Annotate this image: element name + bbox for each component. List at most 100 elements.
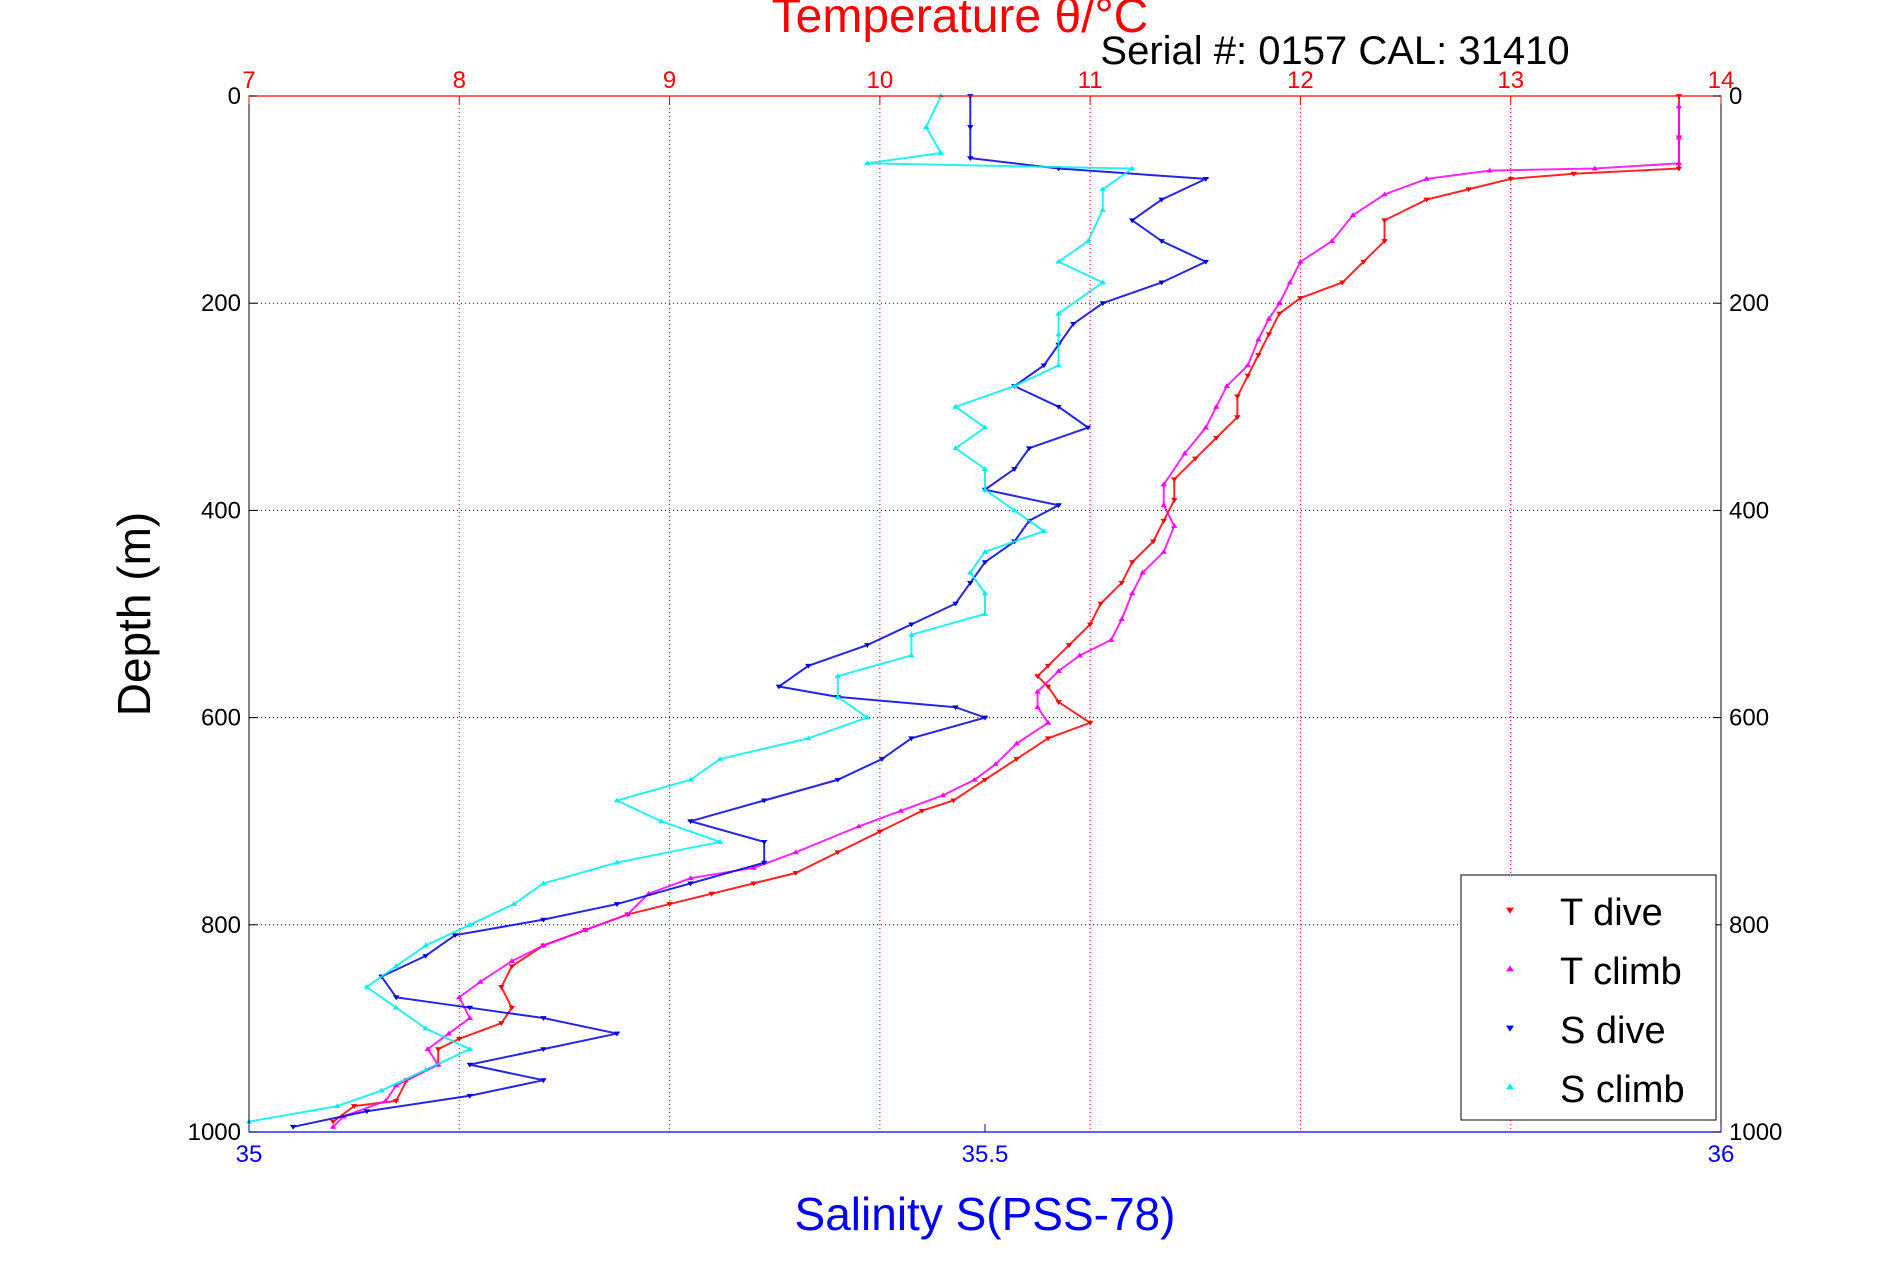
legend-marker-t-dive: [1506, 907, 1514, 914]
data-point: [1675, 160, 1683, 166]
data-point: [422, 942, 429, 948]
data-point: [393, 1099, 400, 1104]
data-point: [981, 715, 989, 721]
legend-label-s-dive: S dive: [1560, 1010, 1666, 1052]
series-s-climb: [245, 93, 1136, 1124]
data-point: [1465, 187, 1472, 193]
data-point: [1160, 518, 1167, 524]
data-point: [1040, 528, 1048, 534]
data-point: [834, 694, 841, 699]
y-axis-label: Depth (m): [108, 512, 160, 716]
data-point: [1107, 637, 1115, 642]
data-point: [1034, 674, 1041, 680]
data-point: [1202, 259, 1209, 265]
data-point: [1097, 601, 1104, 607]
y-tick-label-left: 600: [201, 705, 241, 732]
series-t-dive: [329, 94, 1683, 1125]
data-point: [393, 1082, 400, 1088]
x-top-tick-label: 11: [1078, 67, 1103, 94]
data-point: [1055, 668, 1062, 673]
data-point: [1202, 424, 1209, 430]
data-point: [792, 849, 799, 855]
x-bottom-tick-label: 36: [1708, 1141, 1735, 1168]
data-point: [908, 622, 915, 628]
data-point: [508, 964, 516, 970]
data-point: [1086, 720, 1094, 726]
data-point: [1171, 477, 1178, 483]
data-point: [1158, 280, 1165, 286]
data-point: [1084, 425, 1092, 431]
data-point: [1160, 481, 1167, 487]
data-point: [451, 933, 459, 939]
y-tick-label-right: 600: [1729, 705, 1769, 732]
data-point: [445, 1030, 452, 1036]
data-point: [540, 880, 547, 886]
data-point: [466, 1046, 473, 1052]
legend-label-t-climb: T climb: [1560, 951, 1682, 993]
data-point: [1276, 311, 1283, 317]
data-point: [624, 911, 631, 917]
data-point: [878, 757, 886, 762]
y-tick-label-right: 200: [1729, 290, 1769, 317]
data-point: [750, 881, 757, 887]
data-point: [1160, 548, 1167, 554]
x-top-tick-label: 13: [1497, 67, 1524, 94]
x-top-tick-label: 8: [453, 67, 466, 94]
data-point: [1328, 238, 1336, 243]
data-point: [1055, 331, 1062, 337]
data-point: [981, 590, 989, 596]
legend-marker-t-climb: [1506, 965, 1514, 972]
data-point: [876, 829, 884, 835]
data-point: [1044, 684, 1052, 690]
data-point: [761, 798, 768, 804]
data-point: [775, 684, 783, 690]
x-top-tick-label: 7: [242, 67, 255, 94]
data-point: [1171, 498, 1178, 503]
data-point: [666, 902, 673, 907]
data-point: [1158, 197, 1165, 203]
data-point: [393, 1004, 400, 1010]
data-point: [687, 875, 694, 881]
data-point: [687, 881, 694, 887]
data-point: [466, 1093, 473, 1099]
chart-title: Temperature θ/°C: [772, 0, 1149, 43]
data-point: [687, 819, 694, 825]
data-point: [981, 424, 989, 430]
data-point: [1234, 394, 1241, 400]
data-point: [1011, 507, 1018, 513]
legend-label-t-dive: T dive: [1560, 892, 1663, 934]
data-point: [456, 994, 463, 1000]
x-top-tick-label: 12: [1287, 67, 1314, 94]
data-point: [422, 1025, 429, 1031]
series-line-s-climb: [248, 95, 1136, 1123]
data-point: [1297, 258, 1304, 264]
data-point: [1118, 616, 1125, 622]
data-point: [761, 860, 768, 866]
data-point: [750, 864, 757, 870]
data-point: [834, 850, 841, 856]
data-point: [508, 1005, 516, 1011]
data-point: [613, 1031, 621, 1037]
data-point: [952, 403, 959, 409]
series-line-s-dive: [292, 96, 1210, 1128]
data-point: [1034, 688, 1041, 694]
data-point: [834, 777, 841, 783]
data-point: [1675, 103, 1683, 109]
y-tick-label-left: 800: [201, 912, 241, 939]
data-point: [424, 1046, 431, 1052]
data-point: [1040, 363, 1048, 369]
data-point: [1065, 643, 1073, 648]
data-point: [971, 776, 978, 782]
data-point: [908, 631, 915, 637]
data-point: [1360, 259, 1367, 265]
series-line-t-climb: [332, 106, 1680, 1128]
data-point: [1255, 353, 1262, 358]
data-point: [1381, 191, 1388, 197]
data-point: [1150, 539, 1157, 545]
data-point: [687, 776, 694, 782]
x-bottom-tick-label: 35.5: [962, 1141, 1009, 1168]
data-point: [952, 445, 959, 451]
data-point: [1286, 279, 1294, 285]
data-point: [981, 777, 989, 783]
